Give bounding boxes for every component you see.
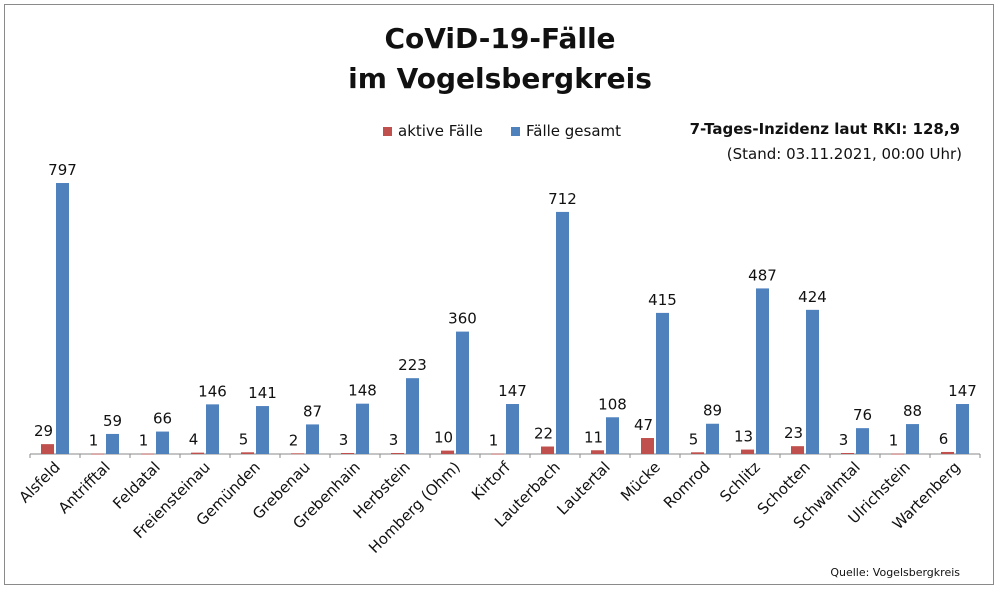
bar-active bbox=[591, 450, 604, 454]
bar-total bbox=[606, 417, 619, 454]
data-label-active: 5 bbox=[239, 430, 249, 448]
data-label-active: 1 bbox=[89, 432, 99, 450]
data-label-total: 146 bbox=[198, 382, 227, 400]
stand-label: (Stand: 03.11.2021, 00:00 Uhr) bbox=[726, 145, 962, 163]
bar-total bbox=[106, 433, 119, 454]
category-label: Homberg (Ohm) bbox=[365, 458, 464, 557]
data-label-total: 108 bbox=[598, 395, 627, 413]
data-label-active: 23 bbox=[784, 424, 803, 442]
bar-total bbox=[356, 403, 369, 454]
bar-total bbox=[756, 288, 769, 454]
data-label-total: 147 bbox=[948, 382, 977, 400]
legend-label-active: aktive Fälle bbox=[398, 122, 483, 140]
data-label-active: 3 bbox=[389, 431, 399, 449]
bar-active bbox=[641, 438, 654, 454]
data-label-total: 415 bbox=[648, 291, 677, 309]
bar-active bbox=[891, 453, 904, 455]
bar-total bbox=[256, 406, 269, 454]
bar-total bbox=[306, 424, 319, 454]
data-label-active: 10 bbox=[434, 429, 453, 447]
bar-total bbox=[56, 183, 69, 454]
bar-total bbox=[506, 404, 519, 454]
data-label-active: 2 bbox=[289, 431, 299, 449]
category-label: Lautertal bbox=[553, 458, 614, 519]
data-label-total: 360 bbox=[448, 310, 477, 328]
data-label-total: 141 bbox=[248, 384, 277, 402]
data-label-active: 4 bbox=[189, 431, 199, 449]
bar-active bbox=[41, 444, 54, 454]
bar-total bbox=[556, 211, 569, 454]
data-label-active: 13 bbox=[734, 428, 753, 446]
bar-total bbox=[906, 424, 919, 454]
data-label-active: 3 bbox=[339, 431, 349, 449]
bar-active bbox=[491, 453, 504, 455]
bar-total bbox=[806, 309, 819, 454]
data-label-total: 148 bbox=[348, 382, 377, 400]
data-label-total: 76 bbox=[853, 406, 872, 424]
bar-active bbox=[841, 452, 854, 454]
data-label-total: 87 bbox=[303, 402, 322, 420]
category-label: Mücke bbox=[617, 458, 664, 505]
bar-total bbox=[206, 404, 219, 454]
bar-active bbox=[141, 453, 154, 455]
data-label-active: 1 bbox=[489, 432, 499, 450]
incidence-label: 7-Tages-Inzidenz laut RKI: 128,9 bbox=[689, 120, 960, 138]
category-label: Antrifftal bbox=[55, 458, 114, 517]
data-label-total: 712 bbox=[548, 190, 577, 208]
data-label-total: 223 bbox=[398, 356, 427, 374]
data-label-total: 147 bbox=[498, 382, 527, 400]
legend-swatch-active bbox=[383, 126, 392, 136]
category-label: Kirtorf bbox=[468, 458, 514, 504]
bar-active bbox=[691, 452, 704, 454]
chart-subtitle: im Vogelsbergkreis bbox=[348, 62, 652, 95]
data-label-total: 487 bbox=[748, 266, 777, 284]
legend-item-total: Fälle gesamt bbox=[511, 122, 621, 140]
data-label-active: 11 bbox=[584, 428, 603, 446]
data-label-active: 47 bbox=[634, 416, 653, 434]
data-label-active: 5 bbox=[689, 430, 699, 448]
bar-total bbox=[856, 428, 869, 454]
category-label: Schlitz bbox=[716, 458, 764, 506]
data-label-total: 89 bbox=[703, 402, 722, 420]
bar-active bbox=[791, 446, 804, 454]
legend-swatch-total bbox=[511, 126, 520, 136]
bar-active bbox=[191, 452, 204, 454]
chart-frame bbox=[4, 4, 994, 585]
bar-total bbox=[656, 312, 669, 454]
bar-total bbox=[706, 423, 719, 454]
bar-active bbox=[241, 452, 254, 454]
data-label-active: 6 bbox=[939, 430, 949, 448]
bar-total bbox=[406, 378, 419, 454]
bar-active bbox=[541, 446, 554, 454]
bar-total bbox=[956, 404, 969, 454]
bar-total bbox=[456, 331, 469, 454]
bar-active bbox=[291, 453, 304, 455]
bar-active bbox=[941, 451, 954, 454]
data-label-active: 1 bbox=[139, 432, 149, 450]
legend-item-active: aktive Fälle bbox=[383, 122, 483, 140]
bar-total bbox=[156, 431, 169, 454]
data-label-active: 1 bbox=[889, 432, 899, 450]
data-label-active: 3 bbox=[839, 431, 849, 449]
bar-active bbox=[741, 449, 754, 454]
data-label-total: 424 bbox=[798, 288, 827, 306]
category-label: Alsfeld bbox=[15, 458, 63, 506]
data-label-active: 22 bbox=[534, 425, 553, 443]
bar-active bbox=[91, 453, 104, 455]
bar-active bbox=[341, 452, 354, 454]
data-label-active: 29 bbox=[34, 422, 53, 440]
category-label: Romrod bbox=[660, 458, 714, 512]
bar-active bbox=[441, 450, 454, 454]
data-label-total: 66 bbox=[153, 410, 172, 428]
data-label-total: 88 bbox=[903, 402, 922, 420]
source-label: Quelle: Vogelsbergkreis bbox=[830, 566, 960, 579]
data-label-total: 59 bbox=[103, 412, 122, 430]
data-label-total: 797 bbox=[48, 161, 77, 179]
legend-label-total: Fälle gesamt bbox=[526, 122, 622, 140]
bar-active bbox=[391, 452, 404, 454]
chart-title: CoViD-19-Fälle bbox=[384, 22, 616, 55]
